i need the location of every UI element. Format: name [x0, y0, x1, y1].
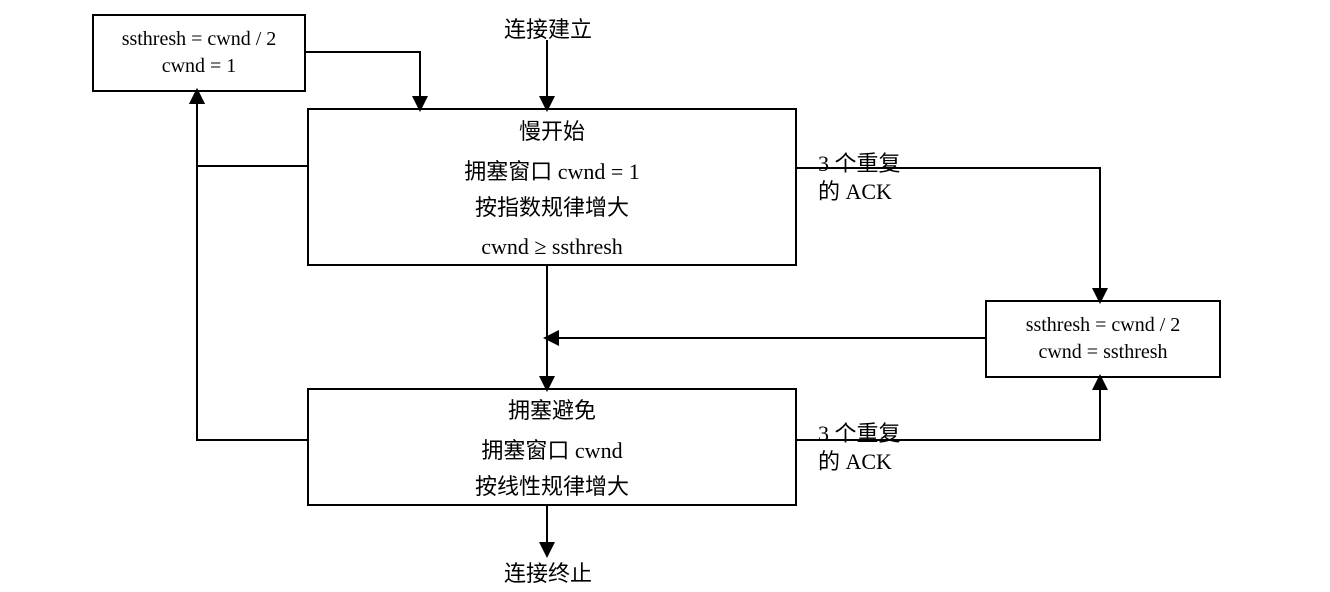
edge-avoid_timeout — [197, 92, 307, 440]
box-slow-start: 慢开始 拥塞窗口 cwnd = 1 按指数规律增大 cwnd ≥ ssthres… — [307, 108, 797, 266]
label-3ack-2b: 的 ACK — [818, 444, 892, 476]
box-line: 慢开始 — [519, 114, 585, 146]
label-conn-start: 连接建立 — [504, 12, 592, 44]
box-line: 按线性规律增大 — [475, 469, 629, 501]
box-line: 拥塞窗口 cwnd — [481, 433, 622, 465]
edge-topbox_to_slow — [306, 52, 420, 108]
box-line: 拥塞避免 — [508, 393, 596, 425]
box-line: 拥塞窗口 cwnd = 1 — [464, 154, 640, 186]
box-line: cwnd ≥ ssthresh — [481, 234, 623, 260]
label-conn-end: 连接终止 — [504, 556, 592, 588]
box-ssthresh-reset: ssthresh = cwnd / 2 cwnd = 1 — [92, 14, 306, 92]
box-line: ssthresh = cwnd / 2 — [1026, 314, 1181, 337]
box-line: 按指数规律增大 — [475, 190, 629, 222]
box-fast-recovery: ssthresh = cwnd / 2 cwnd = ssthresh — [985, 300, 1221, 378]
box-congestion-avoidance: 拥塞避免 拥塞窗口 cwnd 按线性规律增大 — [307, 388, 797, 506]
box-line: cwnd = 1 — [162, 55, 237, 78]
label-3ack-1b: 的 ACK — [818, 174, 892, 206]
edge-slow_timeout — [197, 92, 307, 166]
box-line: ssthresh = cwnd / 2 — [122, 28, 277, 51]
box-line: cwnd = ssthresh — [1038, 341, 1167, 364]
